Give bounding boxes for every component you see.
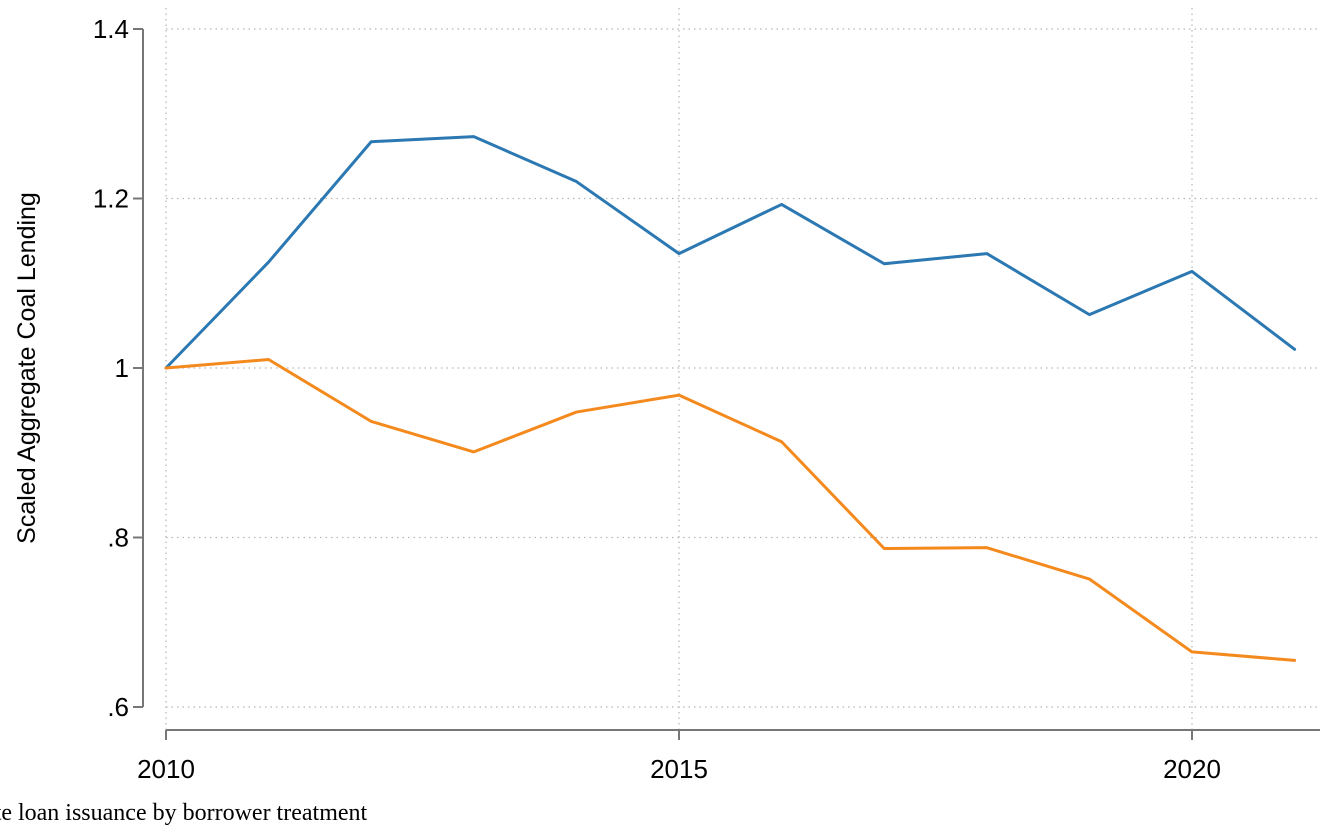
x-tick-label: 2015 xyxy=(650,754,708,784)
x-axis-ticks: 2010 2015 2020 xyxy=(137,730,1221,784)
y-tick-label: 1.4 xyxy=(93,14,129,44)
figure-caption: gate loan issuance by borrower treatment xyxy=(0,800,368,826)
x-tick-label: 2020 xyxy=(1163,754,1221,784)
y-axis-ticks: .6 .8 1 1.2 1.4 xyxy=(93,14,143,722)
y-tick-label: 1.2 xyxy=(93,184,129,214)
y-tick-label: .8 xyxy=(107,523,129,553)
y-tick-label: .6 xyxy=(107,692,129,722)
axes xyxy=(142,29,1320,731)
y-tick-label: 1 xyxy=(115,353,129,383)
y-axis-title: Scaled Aggregate Coal Lending xyxy=(13,192,41,544)
series-line-2 xyxy=(164,358,1297,662)
series-line-1 xyxy=(164,135,1297,370)
series-lines xyxy=(164,135,1297,662)
x-tick-label: 2010 xyxy=(137,754,195,784)
